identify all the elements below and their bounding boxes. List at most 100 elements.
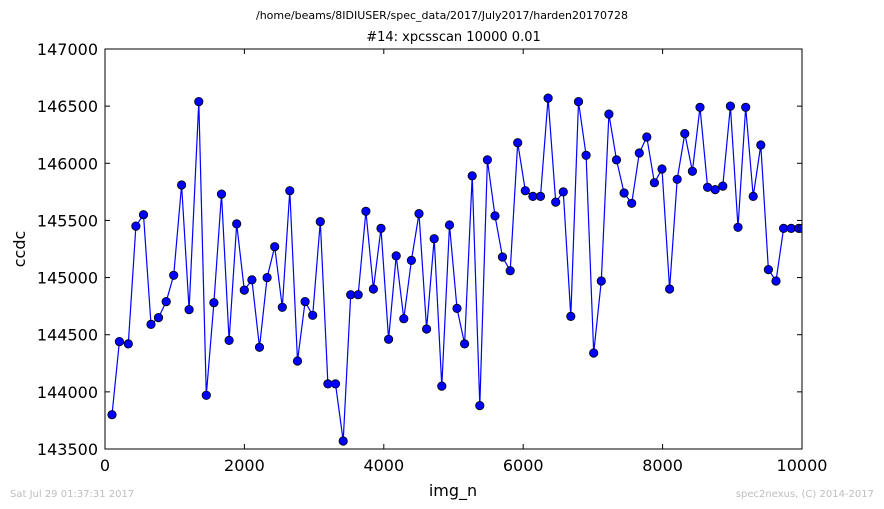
data-point bbox=[482, 155, 492, 165]
data-point bbox=[543, 93, 553, 103]
data-point bbox=[247, 275, 257, 285]
data-point bbox=[528, 191, 538, 201]
data-point bbox=[224, 335, 234, 345]
y-tick-label: 144500 bbox=[37, 326, 98, 345]
data-point bbox=[589, 348, 599, 358]
x-tick-label: 2000 bbox=[224, 456, 265, 475]
data-point bbox=[300, 296, 310, 307]
data-point bbox=[649, 178, 660, 188]
data-point bbox=[664, 284, 675, 294]
data-point bbox=[194, 97, 204, 107]
data-point bbox=[596, 276, 606, 286]
y-tick-label: 145000 bbox=[37, 269, 98, 288]
y-axis-label: ccdc bbox=[10, 231, 29, 268]
data-point bbox=[123, 339, 133, 349]
data-point bbox=[239, 285, 249, 295]
data-point bbox=[107, 410, 117, 420]
data-point bbox=[642, 132, 652, 142]
data-point bbox=[558, 187, 568, 197]
x-axis-label: img_n bbox=[429, 481, 477, 501]
data-point bbox=[786, 223, 796, 233]
data-point bbox=[581, 150, 591, 160]
data-point bbox=[338, 436, 348, 446]
data-point bbox=[733, 222, 743, 232]
data-point bbox=[277, 302, 287, 312]
data-point bbox=[216, 189, 227, 199]
data-point bbox=[634, 148, 644, 158]
y-tick-label: 146500 bbox=[37, 97, 98, 116]
plot-area bbox=[104, 48, 803, 450]
data-point bbox=[254, 342, 265, 352]
data-point bbox=[513, 138, 523, 148]
data-point bbox=[161, 296, 171, 307]
data-point bbox=[292, 356, 303, 366]
x-tick-label: 10000 bbox=[777, 456, 828, 475]
credit-footer: spec2nexus, (C) 2014-2017 bbox=[735, 489, 874, 500]
timestamp-footer: Sat Jul 29 01:37:31 2017 bbox=[10, 489, 135, 500]
data-point bbox=[748, 191, 758, 201]
data-point bbox=[201, 390, 211, 400]
data-point bbox=[414, 209, 424, 219]
data-point bbox=[391, 251, 401, 261]
data-point bbox=[573, 97, 584, 107]
data-point bbox=[315, 217, 325, 227]
data-point bbox=[756, 140, 766, 150]
series-line bbox=[111, 98, 802, 442]
chart-title: #14: xpcsscan 10000 0.01 bbox=[366, 30, 541, 45]
data-point bbox=[551, 197, 561, 207]
data-point bbox=[467, 171, 477, 181]
data-point bbox=[353, 290, 363, 300]
data-point bbox=[376, 223, 386, 233]
data-point bbox=[459, 339, 470, 349]
data-point bbox=[323, 379, 333, 389]
data-point bbox=[497, 252, 508, 262]
x-tick-label: 6000 bbox=[503, 456, 544, 475]
data-point bbox=[604, 109, 614, 119]
data-point bbox=[475, 400, 485, 411]
data-point bbox=[763, 264, 774, 275]
data-point bbox=[285, 186, 295, 196]
data-point bbox=[611, 155, 622, 165]
data-point bbox=[771, 276, 781, 286]
data-point bbox=[308, 310, 318, 320]
x-tick-label: 0 bbox=[100, 456, 110, 475]
data-point bbox=[444, 220, 455, 230]
x-tick-label: 4000 bbox=[363, 456, 404, 475]
data-point bbox=[262, 272, 272, 283]
y-tick-label: 147000 bbox=[37, 40, 98, 59]
data-point bbox=[330, 379, 341, 389]
data-point bbox=[687, 166, 698, 176]
y-tick-label: 146000 bbox=[37, 154, 98, 173]
data-point bbox=[146, 319, 156, 329]
data-point bbox=[138, 210, 149, 220]
data-point bbox=[153, 312, 164, 323]
data-point bbox=[505, 266, 515, 276]
data-point bbox=[383, 334, 394, 344]
data-point bbox=[232, 219, 242, 229]
data-point bbox=[429, 234, 439, 244]
data-series bbox=[107, 93, 802, 446]
data-point bbox=[490, 211, 500, 221]
data-point bbox=[657, 164, 667, 174]
y-tick-label: 144000 bbox=[37, 383, 98, 402]
data-point bbox=[184, 304, 194, 315]
data-point bbox=[421, 324, 432, 334]
axis-ticks: 0 2000 4000 6000 8000 10000 143500 144000 144500… bbox=[37, 40, 828, 475]
y-tick-label: 145500 bbox=[37, 211, 98, 230]
data-point bbox=[566, 311, 576, 321]
data-point bbox=[270, 242, 280, 252]
data-point bbox=[406, 255, 416, 265]
data-point bbox=[114, 336, 125, 347]
data-point bbox=[710, 185, 720, 195]
y-tick-label: 143500 bbox=[37, 440, 98, 459]
data-point bbox=[695, 102, 705, 112]
data-point bbox=[520, 186, 530, 196]
data-point bbox=[361, 206, 371, 216]
data-point bbox=[741, 102, 751, 112]
data-point bbox=[131, 221, 141, 231]
data-point bbox=[702, 182, 713, 192]
data-point bbox=[672, 174, 682, 184]
figure-suptitle: /home/beams/8IDIUSER/spec_data/2017/July… bbox=[256, 9, 628, 22]
data-point bbox=[452, 303, 462, 313]
